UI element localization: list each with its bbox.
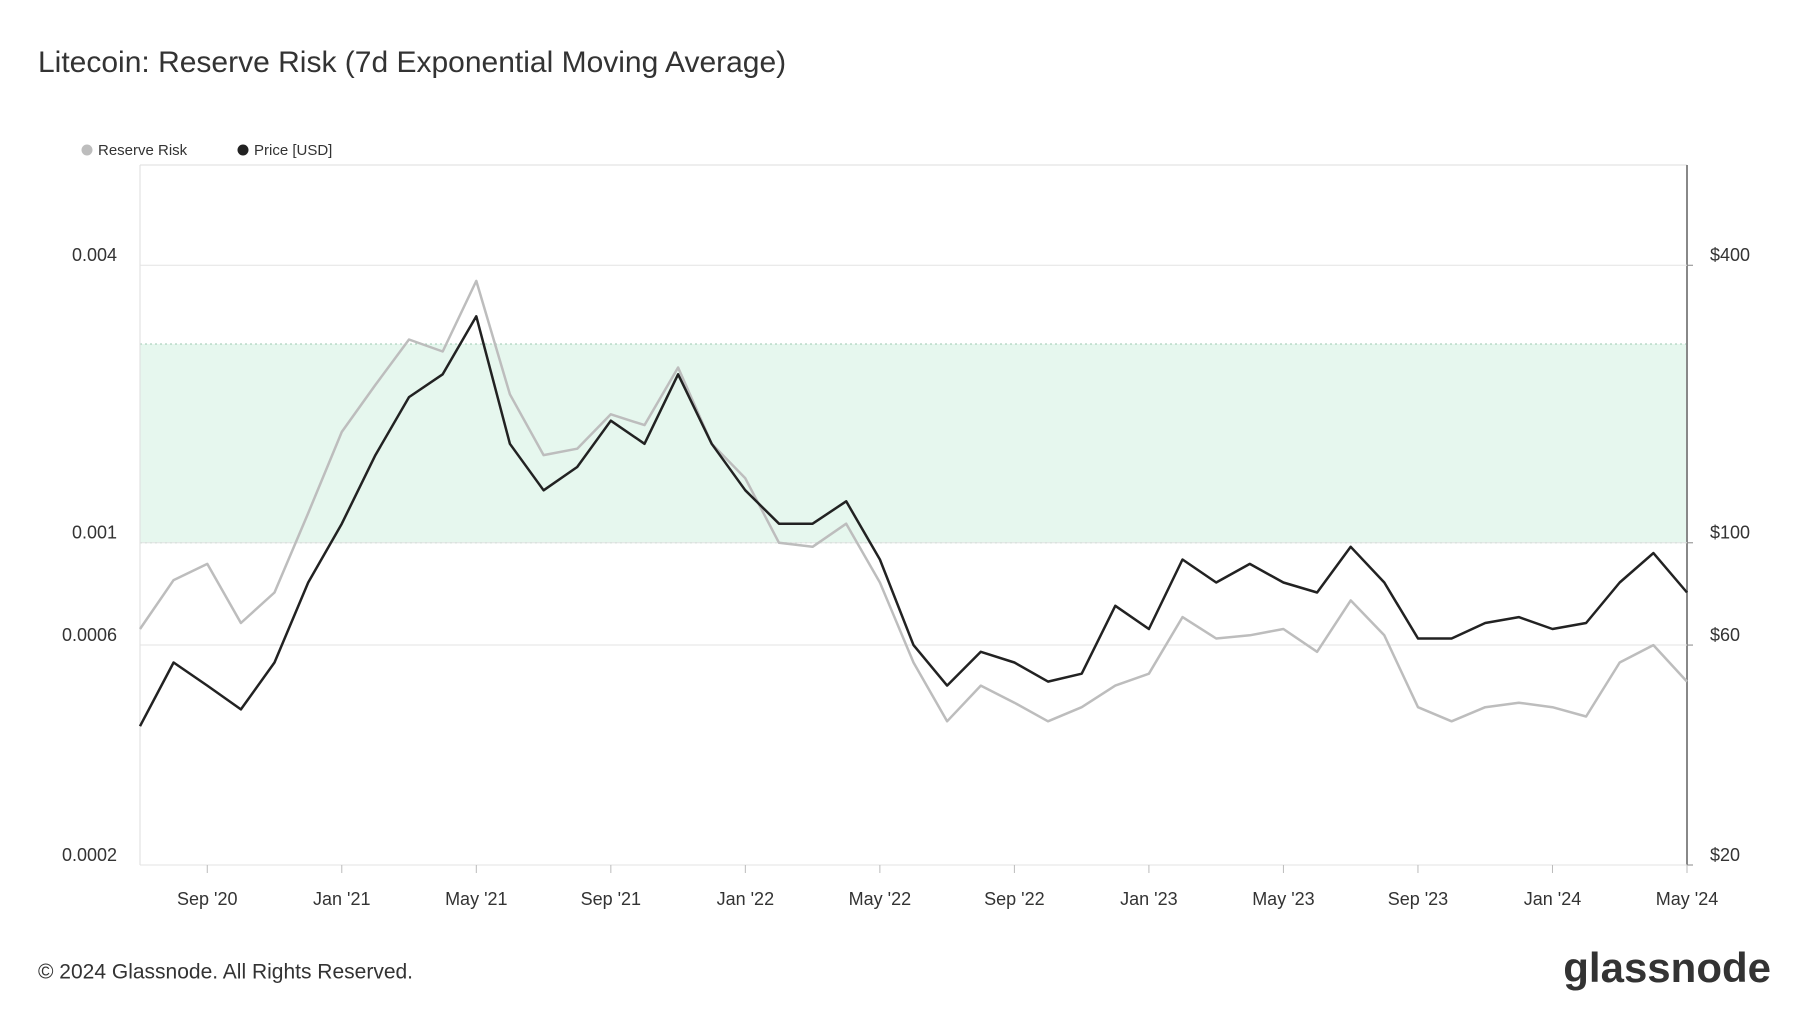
- series-line: [138, 315, 1688, 727]
- legend-label: Reserve Risk: [98, 142, 188, 159]
- y-tick-label: 0.001: [72, 523, 117, 543]
- x-tick-label: Sep '20: [177, 889, 238, 909]
- x-tick-label: May '23: [1252, 889, 1314, 909]
- x-tick-label: Jan '23: [1120, 889, 1177, 909]
- x-tick-label: Jan '21: [313, 889, 370, 909]
- chart-title: Litecoin: Reserve Risk (7d Exponential M…: [38, 46, 786, 79]
- legend-label: Price [USD]: [254, 142, 332, 159]
- footer: © 2024 Glassnode. All Rights Reserved.: [38, 961, 413, 984]
- x-tick-label: Jan '24: [1524, 889, 1581, 909]
- x-tick-label: May '22: [849, 889, 911, 909]
- y-tick-label: 0.0002: [62, 845, 117, 865]
- x-tick-label: May '24: [1656, 889, 1718, 909]
- legend-swatch: [237, 144, 249, 156]
- x-tick-label: Sep '21: [581, 889, 642, 909]
- y2-tick-label: $60: [1710, 625, 1740, 645]
- y-tick-label: 0.004: [72, 245, 117, 265]
- x-tick-label: May '21: [445, 889, 507, 909]
- x-tick-label: Sep '23: [1388, 889, 1449, 909]
- series-line: [138, 279, 1688, 723]
- y2-tick-label: $20: [1710, 845, 1740, 865]
- risk-band: [140, 343, 1687, 543]
- x-tick-label: Jan '22: [717, 889, 774, 909]
- y2-tick-label: $400: [1710, 245, 1750, 265]
- x-tick-label: Sep '22: [984, 889, 1045, 909]
- legend-swatch: [81, 144, 93, 156]
- brand-logo: glassnode: [1563, 944, 1771, 991]
- y2-tick-label: $100: [1710, 523, 1750, 543]
- y-tick-label: 0.0006: [62, 625, 117, 645]
